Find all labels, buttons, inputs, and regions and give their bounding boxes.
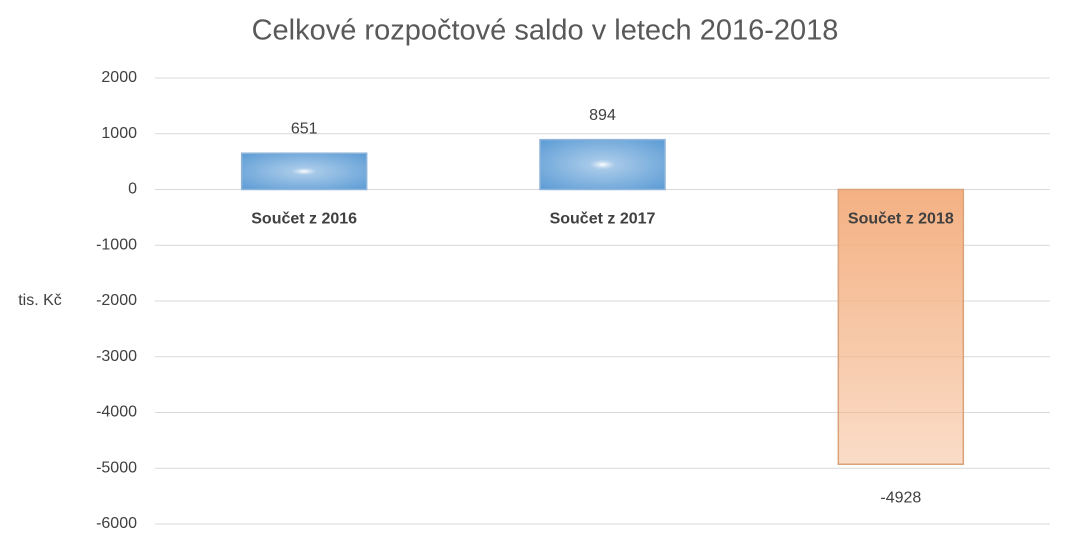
- y-tick-label: 1000: [101, 125, 137, 142]
- data-label: 651: [291, 120, 318, 137]
- y-tick-label: -6000: [96, 515, 137, 532]
- y-tick-label: -1000: [96, 236, 137, 253]
- y-tick-label: -5000: [96, 459, 137, 476]
- data-label: 894: [589, 107, 616, 124]
- y-tick-label: -2000: [96, 292, 137, 309]
- y-tick-label: 2000: [101, 69, 137, 86]
- x-tick-label: Součet z 2018: [848, 211, 954, 228]
- bar: [837, 188, 965, 465]
- y-tick-label: -4000: [96, 404, 137, 421]
- chart-title: Celkové rozpočtové saldo v letech 2016-2…: [252, 15, 839, 47]
- bar: [240, 152, 368, 191]
- y-tick-label: 0: [128, 181, 137, 198]
- data-label: -4928: [880, 489, 921, 506]
- x-tick-label: Součet z 2017: [550, 211, 656, 228]
- x-tick-label: Součet z 2016: [251, 211, 357, 228]
- bar: [539, 138, 666, 191]
- y-axis-label: tis. Kč: [18, 292, 62, 309]
- y-tick-label: -3000: [96, 348, 137, 365]
